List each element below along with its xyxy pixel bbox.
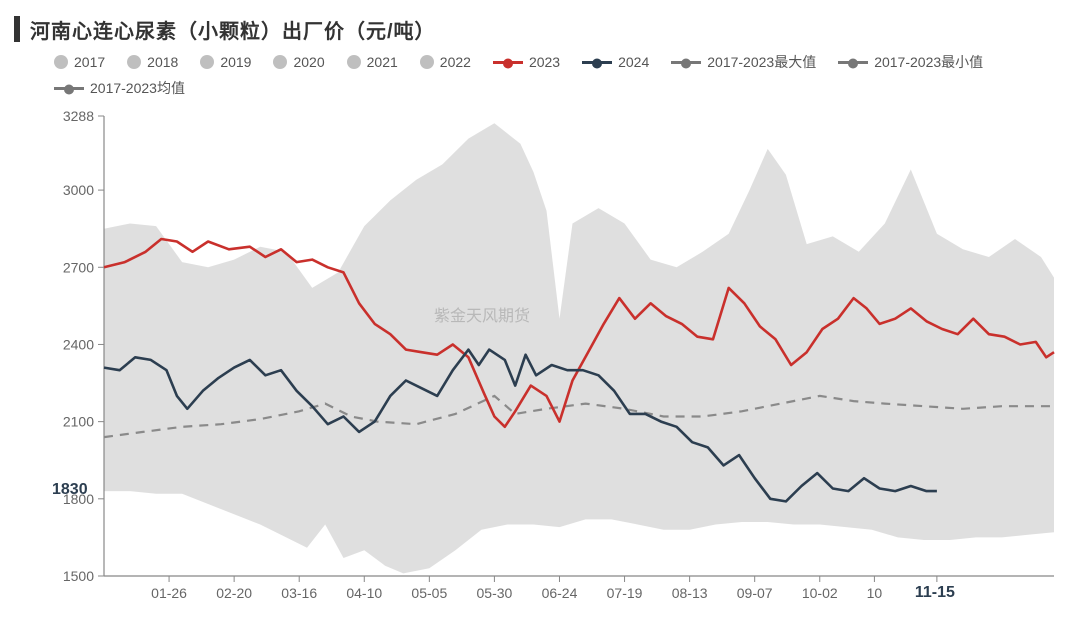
legend-label: 2017-2023最大值 — [707, 52, 816, 72]
legend-label: 2017 — [74, 54, 105, 70]
legend-item-y2024[interactable]: 2024 — [582, 54, 649, 70]
chart-svg: 150018002100240027003000328801-2602-2003… — [14, 106, 1066, 626]
legend-item-y2018[interactable]: 2018 — [127, 54, 178, 70]
legend-label: 2017-2023最小值 — [874, 52, 983, 72]
last-value-badge: 1830 — [48, 481, 92, 499]
legend-label: 2021 — [367, 54, 398, 70]
legend-swatch — [493, 61, 523, 64]
legend-label: 2023 — [529, 54, 560, 70]
legend-swatch — [582, 61, 612, 64]
x-tick-label: 05-30 — [477, 585, 513, 601]
chart-area: 150018002100240027003000328801-2602-2003… — [14, 106, 1066, 626]
legend-item-y2023[interactable]: 2023 — [493, 54, 560, 70]
x-tick-label: 02-20 — [216, 585, 252, 601]
x-tick-label: 10-02 — [802, 585, 838, 601]
legend-swatch — [838, 61, 868, 64]
legend-swatch — [273, 55, 287, 69]
y-tick-label: 3288 — [63, 108, 94, 124]
x-tick-label: 08-13 — [672, 585, 708, 601]
legend-item-y2021[interactable]: 2021 — [347, 54, 398, 70]
legend-swatch — [347, 55, 361, 69]
legend-label: 2020 — [293, 54, 324, 70]
legend-item-y2017[interactable]: 2017 — [54, 54, 105, 70]
legend-swatch — [54, 87, 84, 90]
y-tick-label: 2700 — [63, 259, 94, 275]
legend-swatch — [420, 55, 434, 69]
legend-swatch — [200, 55, 214, 69]
x-tick-label: 05-05 — [411, 585, 447, 601]
legend-item-y2019[interactable]: 2019 — [200, 54, 251, 70]
legend-item-y2022[interactable]: 2022 — [420, 54, 471, 70]
y-tick-label: 3000 — [63, 182, 94, 198]
chart-title: 河南心连心尿素（小颗粒）出厂价（元/吨） — [30, 15, 436, 44]
legend-swatch — [127, 55, 141, 69]
chart-card: 河南心连心尿素（小颗粒）出厂价（元/吨） 2017 2018 2019 2020 202… — [0, 0, 1080, 630]
legend: 2017 2018 2019 2020 2021 2022 2023 2024 2017-202… — [14, 52, 1066, 98]
last-date-label: 11-15 — [915, 584, 955, 602]
legend-item-y2020[interactable]: 2020 — [273, 54, 324, 70]
title-marker — [14, 16, 20, 42]
y-tick-label: 1500 — [63, 568, 94, 584]
x-tick-label: 03-16 — [281, 585, 317, 601]
legend-label: 2019 — [220, 54, 251, 70]
legend-item-max[interactable]: 2017-2023最大值 — [671, 52, 816, 72]
range-band — [104, 123, 1054, 573]
x-tick-label: 06-24 — [542, 585, 578, 601]
x-tick-label: 10 — [867, 585, 883, 601]
x-tick-label: 07-19 — [607, 585, 643, 601]
legend-label: 2024 — [618, 54, 649, 70]
legend-item-min[interactable]: 2017-2023最小值 — [838, 52, 983, 72]
legend-label: 2017-2023均值 — [90, 78, 185, 98]
x-tick-label: 04-10 — [346, 585, 382, 601]
legend-label: 2018 — [147, 54, 178, 70]
y-tick-label: 2400 — [63, 336, 94, 352]
legend-item-mean[interactable]: 2017-2023均值 — [54, 78, 185, 98]
x-tick-label: 01-26 — [151, 585, 187, 601]
legend-swatch — [671, 61, 701, 64]
x-tick-label: 09-07 — [737, 585, 773, 601]
legend-label: 2022 — [440, 54, 471, 70]
legend-swatch — [54, 55, 68, 69]
title-bar: 河南心连心尿素（小颗粒）出厂价（元/吨） — [14, 14, 1066, 44]
y-tick-label: 2100 — [63, 414, 94, 430]
